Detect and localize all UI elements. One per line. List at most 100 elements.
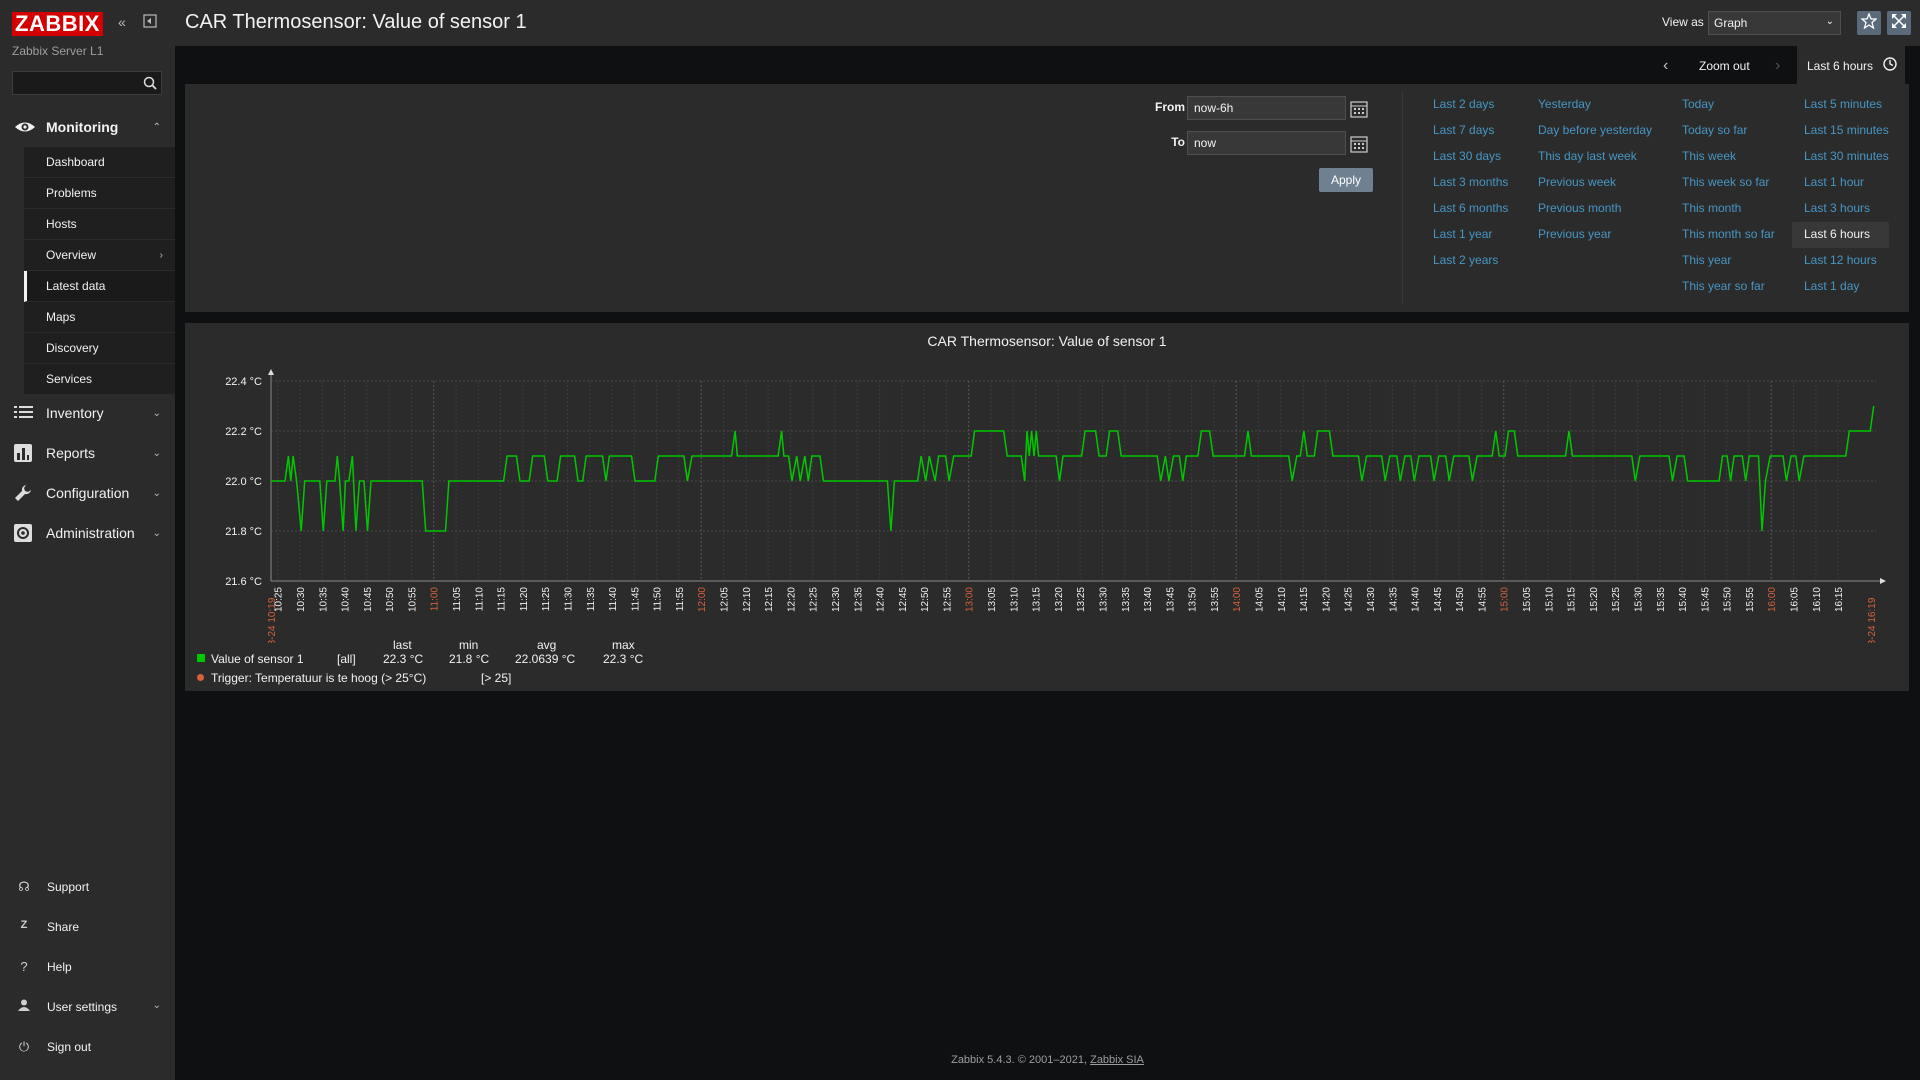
quick-range-link[interactable]: Last 1 year xyxy=(1433,227,1493,241)
quick-range-link[interactable]: Previous month xyxy=(1538,201,1622,215)
search-icon[interactable] xyxy=(143,76,157,95)
sidebar-item-discovery[interactable]: Discovery xyxy=(24,333,175,364)
x-tick-label: 15:05 xyxy=(1522,587,1533,612)
menu-administration[interactable]: Administration ⌄ xyxy=(0,513,175,553)
x-tick-label-start: 08-24 10:19 xyxy=(267,597,278,643)
sidebar-item-maps[interactable]: Maps xyxy=(24,302,175,333)
quick-range-link[interactable]: Last 2 years xyxy=(1433,253,1499,267)
quick-range-col-3: Today Today so far This week This week s… xyxy=(1682,92,1775,300)
quick-range-link[interactable]: This year xyxy=(1682,253,1732,267)
x-tick-label: 13:45 xyxy=(1165,587,1176,612)
quick-range-link[interactable]: This year so far xyxy=(1682,279,1765,293)
quick-range-col-2: Yesterday Day before yesterday This day … xyxy=(1538,92,1652,248)
zoom-out-button[interactable]: Zoom out xyxy=(1699,59,1750,73)
quick-range-link[interactable]: Last 1 hour xyxy=(1804,175,1865,189)
x-tick-label: 10:55 xyxy=(407,587,418,612)
quick-range-link[interactable]: Day before yesterday xyxy=(1538,123,1653,137)
chevron-left-icon[interactable]: ‹ xyxy=(1663,57,1669,74)
sidebar-sign-out[interactable]: ⏻ Sign out xyxy=(0,1027,175,1067)
zabbix-logo[interactable]: ZABBIX xyxy=(12,12,103,36)
quick-range-link[interactable]: Yesterday xyxy=(1538,97,1591,111)
quick-range-link[interactable]: Last 15 minutes xyxy=(1804,123,1889,137)
quick-range-link[interactable]: Last 30 days xyxy=(1433,149,1502,163)
x-tick-label: 11:50 xyxy=(653,587,664,612)
share-icon: Z xyxy=(20,919,28,931)
footer-link[interactable]: Zabbix SIA xyxy=(1090,1054,1144,1066)
x-tick-label: 12:05 xyxy=(720,587,731,612)
quick-range-link[interactable]: This week xyxy=(1682,149,1737,163)
quick-range-link[interactable]: This week so far xyxy=(1682,175,1770,189)
sidebar-help[interactable]: ? Help xyxy=(0,947,175,987)
fullscreen-button[interactable] xyxy=(1887,11,1911,35)
quick-range-link[interactable]: This day last week xyxy=(1538,149,1637,163)
calendar-icon[interactable] xyxy=(1350,100,1368,118)
wrench-icon xyxy=(14,484,34,502)
x-tick-label: 11:15 xyxy=(497,587,508,612)
quick-range-link[interactable]: This month so far xyxy=(1682,227,1775,241)
menu-reports-label: Reports xyxy=(46,445,96,461)
sidebar-item-overview[interactable]: Overview › xyxy=(24,240,175,271)
chevron-right-icon[interactable]: › xyxy=(1775,57,1781,74)
time-filter-panel: From now-6h To now Apply Last 2 days Las… xyxy=(185,84,1909,312)
search-input[interactable] xyxy=(12,71,162,95)
time-range-tab[interactable]: Last 6 hours xyxy=(1797,46,1905,84)
quick-range-link[interactable]: This month xyxy=(1682,201,1742,215)
x-tick-label: 12:15 xyxy=(764,587,775,612)
help-icon: ? xyxy=(20,959,28,974)
sidebar-support[interactable]: ☊ Support xyxy=(0,867,175,907)
to-input[interactable]: now xyxy=(1187,131,1346,155)
quick-range-link[interactable]: Last 30 minutes xyxy=(1804,149,1889,163)
sidebar-item-latest-data[interactable]: Latest data xyxy=(24,271,175,302)
apply-button[interactable]: Apply xyxy=(1319,168,1373,192)
calendar-icon[interactable] xyxy=(1350,135,1368,153)
quick-range-link[interactable]: Last 7 days xyxy=(1433,123,1495,137)
x-tick-label: 12:35 xyxy=(853,587,864,612)
quick-range-link[interactable]: Previous week xyxy=(1538,175,1617,189)
x-tick-label: 14:20 xyxy=(1321,587,1332,612)
graph-chart[interactable]: 22.4 °C 22.2 °C 22.0 °C 21.8 °C 21.6 °C 08-24… xyxy=(185,343,1909,643)
legend-col-min: min xyxy=(459,638,479,652)
quick-range-link[interactable]: Last 3 hours xyxy=(1804,201,1871,215)
x-tick-label: 13:25 xyxy=(1076,587,1087,612)
y-tick-label: 21.8 °C xyxy=(225,526,262,538)
collapse-sidebar-icon[interactable]: « xyxy=(118,14,126,30)
quick-range-link[interactable]: Today xyxy=(1682,97,1715,111)
quick-range-link[interactable]: Last 1 day xyxy=(1804,279,1860,293)
menu-configuration[interactable]: Configuration ⌄ xyxy=(0,473,175,513)
from-input[interactable]: now-6h xyxy=(1187,96,1346,120)
quick-range-link[interactable]: Last 12 hours xyxy=(1804,253,1877,267)
quick-range-link[interactable]: Today so far xyxy=(1682,123,1748,137)
quick-range-link-selected[interactable]: Last 6 hours xyxy=(1792,222,1889,248)
hide-sidebar-icon[interactable] xyxy=(143,14,157,31)
sidebar-user-settings[interactable]: User settings ⌄ xyxy=(0,987,175,1027)
quick-range-link[interactable]: Last 6 months xyxy=(1433,201,1509,215)
y-tick-label: 21.6 °C xyxy=(225,576,262,588)
quick-range-col-4: Last 5 minutes Last 15 minutes Last 30 m… xyxy=(1792,92,1889,300)
view-as-select[interactable]: Graph ⌄ xyxy=(1708,11,1841,35)
x-tick-label: 10:30 xyxy=(296,587,307,612)
favorite-button[interactable] xyxy=(1857,11,1881,35)
menu-monitoring[interactable]: Monitoring ⌃ xyxy=(0,107,175,147)
x-tick-label: 14:10 xyxy=(1277,587,1288,612)
sidebar-item-services[interactable]: Services xyxy=(24,364,175,395)
menu-inventory[interactable]: Inventory ⌄ xyxy=(0,393,175,433)
x-tick-label: 11:45 xyxy=(630,587,641,612)
legend-col-avg: avg xyxy=(537,638,557,652)
quick-range-col-1: Last 2 days Last 7 days Last 30 days Las… xyxy=(1433,92,1508,274)
x-tick-label: 12:55 xyxy=(942,587,953,612)
sidebar-item-dashboard[interactable]: Dashboard xyxy=(24,147,175,178)
chevron-down-icon: ⌄ xyxy=(152,1000,161,1011)
menu-reports[interactable]: Reports ⌄ xyxy=(0,433,175,473)
time-tab-row: ‹ Zoom out › Last 6 hours xyxy=(175,46,1920,84)
quick-range-link[interactable]: Last 3 months xyxy=(1433,175,1509,189)
quick-range-link[interactable]: Last 5 minutes xyxy=(1804,97,1883,111)
sidebar-item-hosts[interactable]: Hosts xyxy=(24,209,175,240)
quick-range-link[interactable]: Previous year xyxy=(1538,227,1612,241)
chevron-down-icon: ⌄ xyxy=(152,527,161,539)
from-label: From xyxy=(1155,100,1185,114)
menu-administration-label: Administration xyxy=(46,525,135,541)
x-tick-label: 11:55 xyxy=(675,587,686,612)
sidebar-share[interactable]: Z Share xyxy=(0,907,175,947)
quick-range-link[interactable]: Last 2 days xyxy=(1433,97,1495,111)
sidebar-item-problems[interactable]: Problems xyxy=(24,178,175,209)
